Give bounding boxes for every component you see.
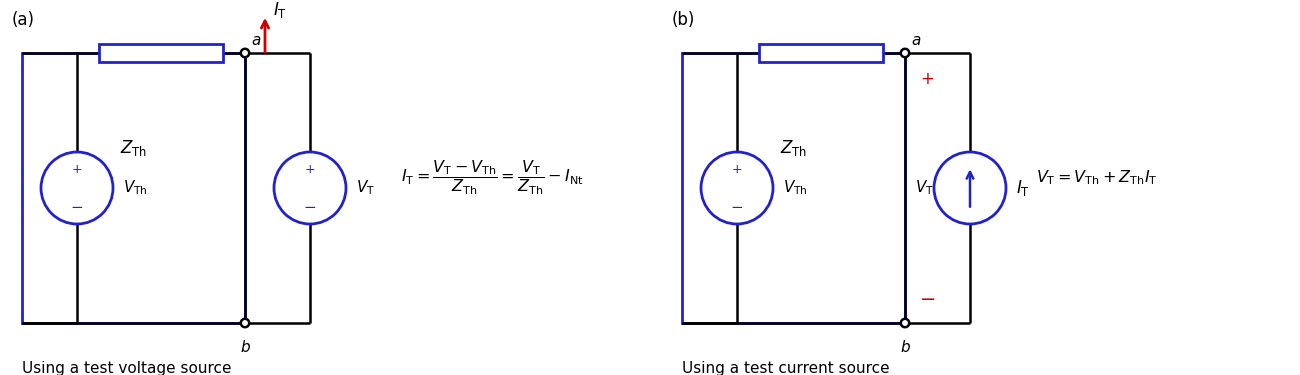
- Text: Using a test current source: Using a test current source: [682, 361, 889, 375]
- Text: $a$: $a$: [251, 33, 261, 48]
- Text: $+$: $+$: [72, 164, 83, 177]
- Text: $V_{\mathrm{Th}}$: $V_{\mathrm{Th}}$: [124, 178, 148, 197]
- Text: $b$: $b$: [900, 339, 910, 355]
- Text: $V_{\mathrm{T}}$: $V_{\mathrm{T}}$: [915, 178, 933, 197]
- Text: $V_{\mathrm{T}}=V_{\mathrm{Th}}+Z_{\mathrm{Th}}I_{\mathrm{T}}$: $V_{\mathrm{T}}=V_{\mathrm{Th}}+Z_{\math…: [1036, 169, 1158, 188]
- Bar: [682, 53, 905, 323]
- Text: $+$: $+$: [920, 70, 935, 88]
- Circle shape: [901, 49, 909, 57]
- Text: $+$: $+$: [732, 164, 742, 177]
- Bar: [759, 44, 883, 62]
- Circle shape: [901, 319, 909, 327]
- Text: $-$: $-$: [303, 198, 317, 213]
- Text: $V_{\mathrm{T}}$: $V_{\mathrm{T}}$: [356, 178, 374, 197]
- Text: $Z_{\mathrm{Th}}$: $Z_{\mathrm{Th}}$: [780, 138, 807, 158]
- Text: $b$: $b$: [239, 339, 251, 355]
- Text: $-$: $-$: [731, 198, 744, 213]
- Text: (b): (b): [672, 11, 696, 29]
- Text: $V_{\mathrm{Th}}$: $V_{\mathrm{Th}}$: [783, 178, 807, 197]
- Text: $Z_{\mathrm{Th}}$: $Z_{\mathrm{Th}}$: [120, 138, 147, 158]
- Text: $+$: $+$: [304, 164, 316, 177]
- Bar: [99, 44, 224, 62]
- Text: $a$: $a$: [911, 33, 922, 48]
- Text: (a): (a): [12, 11, 35, 29]
- Text: $-$: $-$: [919, 288, 935, 306]
- Text: $I_{\mathrm{T}}$: $I_{\mathrm{T}}$: [1017, 178, 1030, 198]
- Circle shape: [240, 49, 250, 57]
- Text: $I_{\mathrm{T}}=\dfrac{V_{\mathrm{T}}-V_{\mathrm{Th}}}{Z_{\mathrm{Th}}}=\dfrac{V: $I_{\mathrm{T}}=\dfrac{V_{\mathrm{T}}-V_…: [400, 159, 584, 197]
- Bar: [22, 53, 244, 323]
- Text: Using a test voltage source: Using a test voltage source: [22, 361, 231, 375]
- Text: $-$: $-$: [70, 198, 83, 213]
- Circle shape: [240, 319, 250, 327]
- Text: $I_{\mathrm{T}}$: $I_{\mathrm{T}}$: [273, 0, 287, 20]
